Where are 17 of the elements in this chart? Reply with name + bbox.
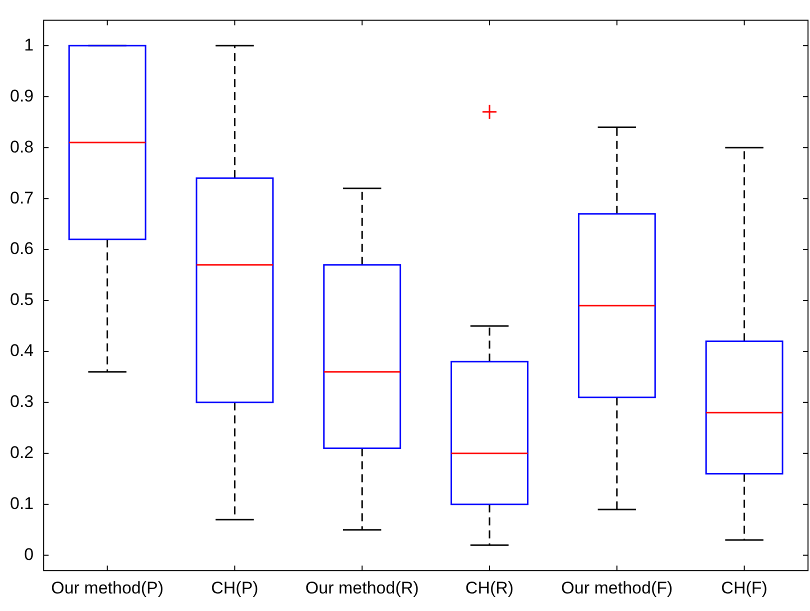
y-tick-label: 0.1: [10, 494, 34, 514]
y-tick-label: 0.4: [10, 341, 34, 360]
y-tick-label: 0.7: [10, 188, 34, 208]
x-tick-label: Our method(F): [561, 578, 673, 598]
y-tick-label: 0.2: [10, 443, 34, 462]
y-tick-label: 1: [24, 35, 34, 54]
x-tick-label: Our method(R): [305, 578, 419, 598]
y-tick-label: 0: [24, 545, 34, 564]
y-tick-label: 0.6: [10, 239, 34, 258]
y-tick-label: 0.3: [10, 392, 34, 412]
y-tick-label: 0.9: [10, 86, 34, 106]
y-tick-label: 0.5: [10, 290, 34, 310]
x-tick-label: Our method(P): [51, 578, 164, 598]
y-tick-label: 0.8: [10, 137, 34, 156]
x-tick-label: CH(P): [211, 578, 258, 598]
x-tick-label: CH(R): [465, 578, 514, 598]
x-tick-label: CH(F): [721, 578, 768, 598]
